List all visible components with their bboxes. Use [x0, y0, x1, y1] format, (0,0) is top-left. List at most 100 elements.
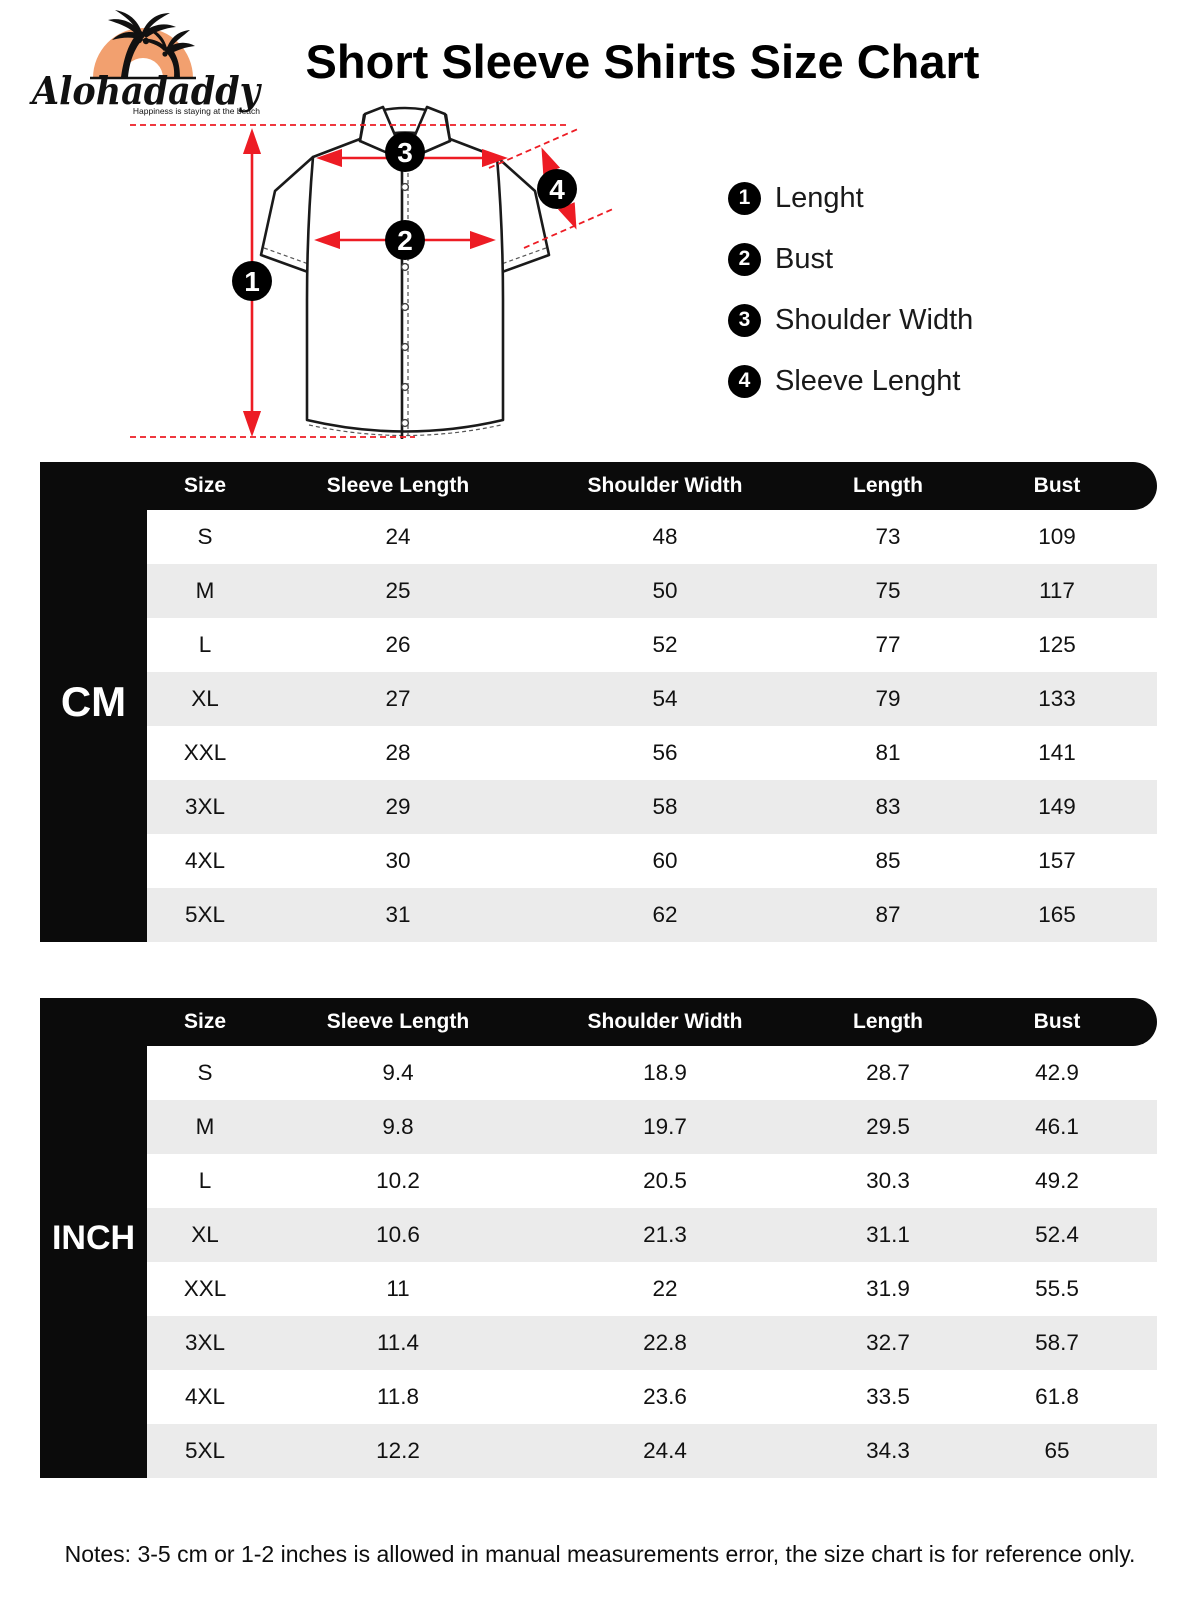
value-cell: 54	[652, 686, 678, 711]
size-cell: M	[195, 578, 215, 603]
table-row-3XL: 3XL 11.4 22.8 32.7 58.7	[147, 1316, 1157, 1370]
value-cell: 165	[1038, 902, 1076, 927]
value-cell: 28	[385, 740, 411, 765]
table-row-XXL: XXL 11 22 31.9 55.5	[147, 1262, 1157, 1316]
value-cell: 49.2	[1035, 1168, 1079, 1193]
legend-number-4: 4	[728, 364, 761, 398]
size-cell: L	[198, 1168, 212, 1193]
value-cell: 52.4	[1035, 1222, 1079, 1247]
table-row-XL: XL 10.6 21.3 31.1 52.4	[147, 1208, 1157, 1262]
table-row-4XL: 4XL 11.8 23.6 33.5 61.8	[147, 1370, 1157, 1424]
size-cell: 5XL	[184, 1438, 226, 1463]
value-cell: 20.5	[643, 1168, 687, 1193]
column-header-length: Length	[853, 1010, 923, 1033]
value-cell: 31.9	[866, 1276, 910, 1301]
size-cell: L	[198, 632, 212, 657]
legend-item-bust: 2 Bust	[728, 242, 973, 276]
legend-item-shoulder-width: 3 Shoulder Width	[728, 303, 973, 337]
size-cell: 4XL	[184, 848, 226, 873]
column-header-bust: Bust	[1033, 1010, 1081, 1033]
column-header-length: Length	[853, 474, 923, 497]
table-row-XXL: XXL 28 56 81 141	[147, 726, 1157, 780]
value-cell: 26	[385, 632, 411, 657]
value-cell: 117	[1039, 578, 1075, 603]
value-cell: 9.4	[382, 1060, 414, 1085]
legend-label-bust: Bust	[775, 242, 834, 275]
value-cell: 56	[652, 740, 678, 765]
legend-number-2: 2	[728, 242, 761, 276]
size-cell: 3XL	[184, 1330, 226, 1355]
column-header-sleeve-length: Sleeve Length	[326, 1010, 470, 1033]
value-cell: 24	[385, 524, 411, 549]
value-cell: 62	[652, 902, 678, 927]
value-cell: 30.3	[866, 1168, 910, 1193]
table-row-L: L 10.2 20.5 30.3 49.2	[147, 1154, 1157, 1208]
size-cell: S	[197, 1060, 213, 1085]
legend-number-3: 3	[728, 303, 761, 337]
column-header-shoulder-width: Shoulder Width	[587, 474, 743, 497]
table-row-5XL: 5XL 12.2 24.4 34.3 65	[147, 1424, 1157, 1478]
value-cell: 58	[652, 794, 678, 819]
measurement-markers: 1 2 3 4	[232, 132, 577, 301]
value-cell: 50	[652, 578, 678, 603]
column-header-bust: Bust	[1033, 474, 1081, 497]
marker-2: 2	[397, 225, 413, 256]
table-row-3XL: 3XL 29 58 83 149	[147, 780, 1157, 834]
value-cell: 109	[1038, 524, 1076, 549]
size-cell: XXL	[183, 740, 227, 765]
page-title: Short Sleeve Shirts Size Chart	[305, 35, 980, 88]
shirt-measurement-diagram: 1 2 3 4	[130, 105, 614, 439]
value-cell: 79	[875, 686, 901, 711]
value-cell: 31.1	[866, 1222, 910, 1247]
size-cell: XXL	[183, 1276, 227, 1301]
value-cell: 58.7	[1035, 1330, 1079, 1355]
value-cell: 19.7	[643, 1114, 687, 1139]
value-cell: 30	[385, 848, 411, 873]
legend-item-sleeve-length: 4 Sleeve Lenght	[728, 364, 973, 398]
value-cell: 9.8	[382, 1114, 414, 1139]
value-cell: 77	[875, 632, 901, 657]
notes-text: Notes: 3-5 cm or 1-2 inches is allowed i…	[64, 1541, 1136, 1567]
size-cell: 4XL	[184, 1384, 226, 1409]
legend-label-shoulder-width: Shoulder Width	[775, 303, 974, 336]
value-cell: 10.6	[376, 1222, 420, 1247]
legend-number-1: 1	[728, 181, 761, 215]
value-cell: 83	[875, 794, 901, 819]
legend-label-length: Lenght	[775, 181, 864, 214]
column-header-size: Size	[183, 474, 227, 497]
value-cell: 42.9	[1035, 1060, 1079, 1085]
value-cell: 75	[875, 578, 901, 603]
value-cell: 11.8	[376, 1384, 420, 1409]
column-header-shoulder-width: Shoulder Width	[587, 1010, 743, 1033]
table-body-inch: S 9.4 18.9 28.7 42.9 M 9.8 19.7 29.5 46.1 L 10.2 20.…	[147, 1046, 1157, 1478]
table-header-inch: Size Sleeve Length Shoulder Width Length…	[40, 998, 1157, 1046]
size-cell: XL	[191, 1222, 219, 1247]
size-table-inch: INCH Size Sleeve Length Shoulder Width L…	[40, 998, 1157, 1478]
table-body-cm: S 24 48 73 109 M 25 50 75 117 L 26 52 77 125 XL 27 54 79 13…	[147, 510, 1157, 942]
table-row-M: M 9.8 19.7 29.5 46.1	[147, 1100, 1157, 1154]
table-row-L: L 26 52 77 125	[147, 618, 1157, 672]
table-row-XL: XL 27 54 79 133	[147, 672, 1157, 726]
unit-label-cm: CM	[40, 462, 147, 942]
value-cell: 87	[875, 902, 901, 927]
sunset-palms-icon	[90, 10, 196, 80]
value-cell: 60	[652, 848, 678, 873]
value-cell: 133	[1038, 686, 1076, 711]
value-cell: 31	[385, 902, 411, 927]
brand-tagline: Happiness is staying at the beach	[133, 106, 260, 116]
size-cell: M	[195, 1114, 215, 1139]
value-cell: 24.4	[643, 1438, 687, 1463]
value-cell: 65	[1044, 1438, 1070, 1463]
value-cell: 22	[652, 1276, 678, 1301]
marker-3: 3	[397, 137, 413, 168]
value-cell: 52	[652, 632, 678, 657]
value-cell: 48	[652, 524, 678, 549]
value-cell: 27	[385, 686, 411, 711]
table-row-4XL: 4XL 30 60 85 157	[147, 834, 1157, 888]
brand-logo: Alohadaddy Happiness is staying at the b…	[29, 10, 263, 116]
value-cell: 34.3	[866, 1438, 910, 1463]
legend-label-sleeve-length: Sleeve Lenght	[775, 364, 961, 397]
value-cell: 55.5	[1035, 1276, 1079, 1301]
value-cell: 149	[1038, 794, 1076, 819]
value-cell: 125	[1038, 632, 1076, 657]
